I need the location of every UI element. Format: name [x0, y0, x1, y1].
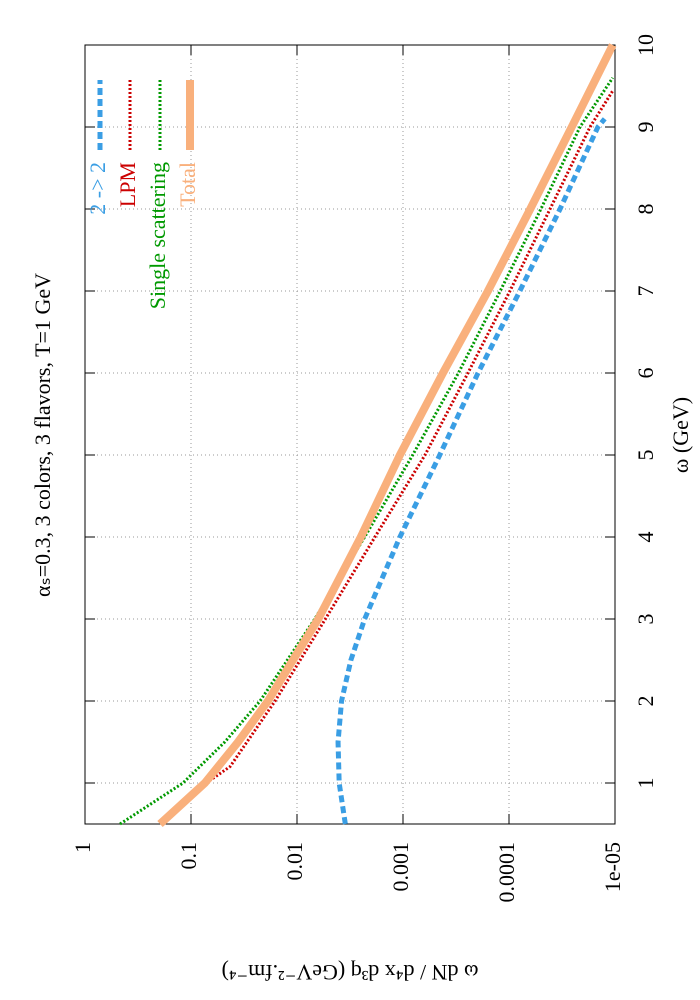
series-line: [157, 43, 617, 827]
y-tick-label: 0.001: [388, 842, 413, 892]
x-tick-label: 2: [633, 696, 658, 707]
y-axis-label: ω dN / d⁴x d³q (GeV⁻².fm⁻⁴): [222, 960, 479, 985]
series-line: [205, 89, 615, 785]
legend-label: LPM: [115, 162, 140, 207]
x-axis-label: ω (GeV): [668, 397, 693, 473]
y-tick-label: 0.0001: [494, 842, 519, 903]
x-tick-label: 1: [633, 778, 658, 789]
x-tick-label: 8: [633, 204, 658, 215]
legend-label: Total: [175, 162, 200, 207]
x-tick-label: 7: [633, 286, 658, 297]
series-line: [335, 117, 607, 825]
x-tick-label: 6: [633, 368, 658, 379]
x-tick-label: 5: [633, 450, 658, 461]
plot-frame: [84, 44, 616, 825]
y-tick-label: 0.1: [176, 842, 201, 870]
chart-title: αₛ=0.3, 3 colors, 3 flavors, T=1 GeV: [30, 273, 55, 597]
y-tick-label: 0.01: [282, 842, 307, 881]
x-tick-label: 10: [633, 34, 658, 56]
x-tick-label: 4: [633, 532, 658, 543]
series-line: [119, 76, 615, 826]
rotated-chart: αₛ=0.3, 3 colors, 3 flavors, T=1 GeV ω (…: [30, 34, 693, 985]
x-tick-label: 3: [633, 614, 658, 625]
legend-label: Single scattering: [145, 162, 170, 309]
x-tick-label: 9: [633, 122, 658, 133]
y-tick-label: 1e-05: [600, 842, 625, 892]
legend-label: 2 -> 2: [85, 162, 110, 215]
y-tick-label: 1: [70, 842, 95, 853]
